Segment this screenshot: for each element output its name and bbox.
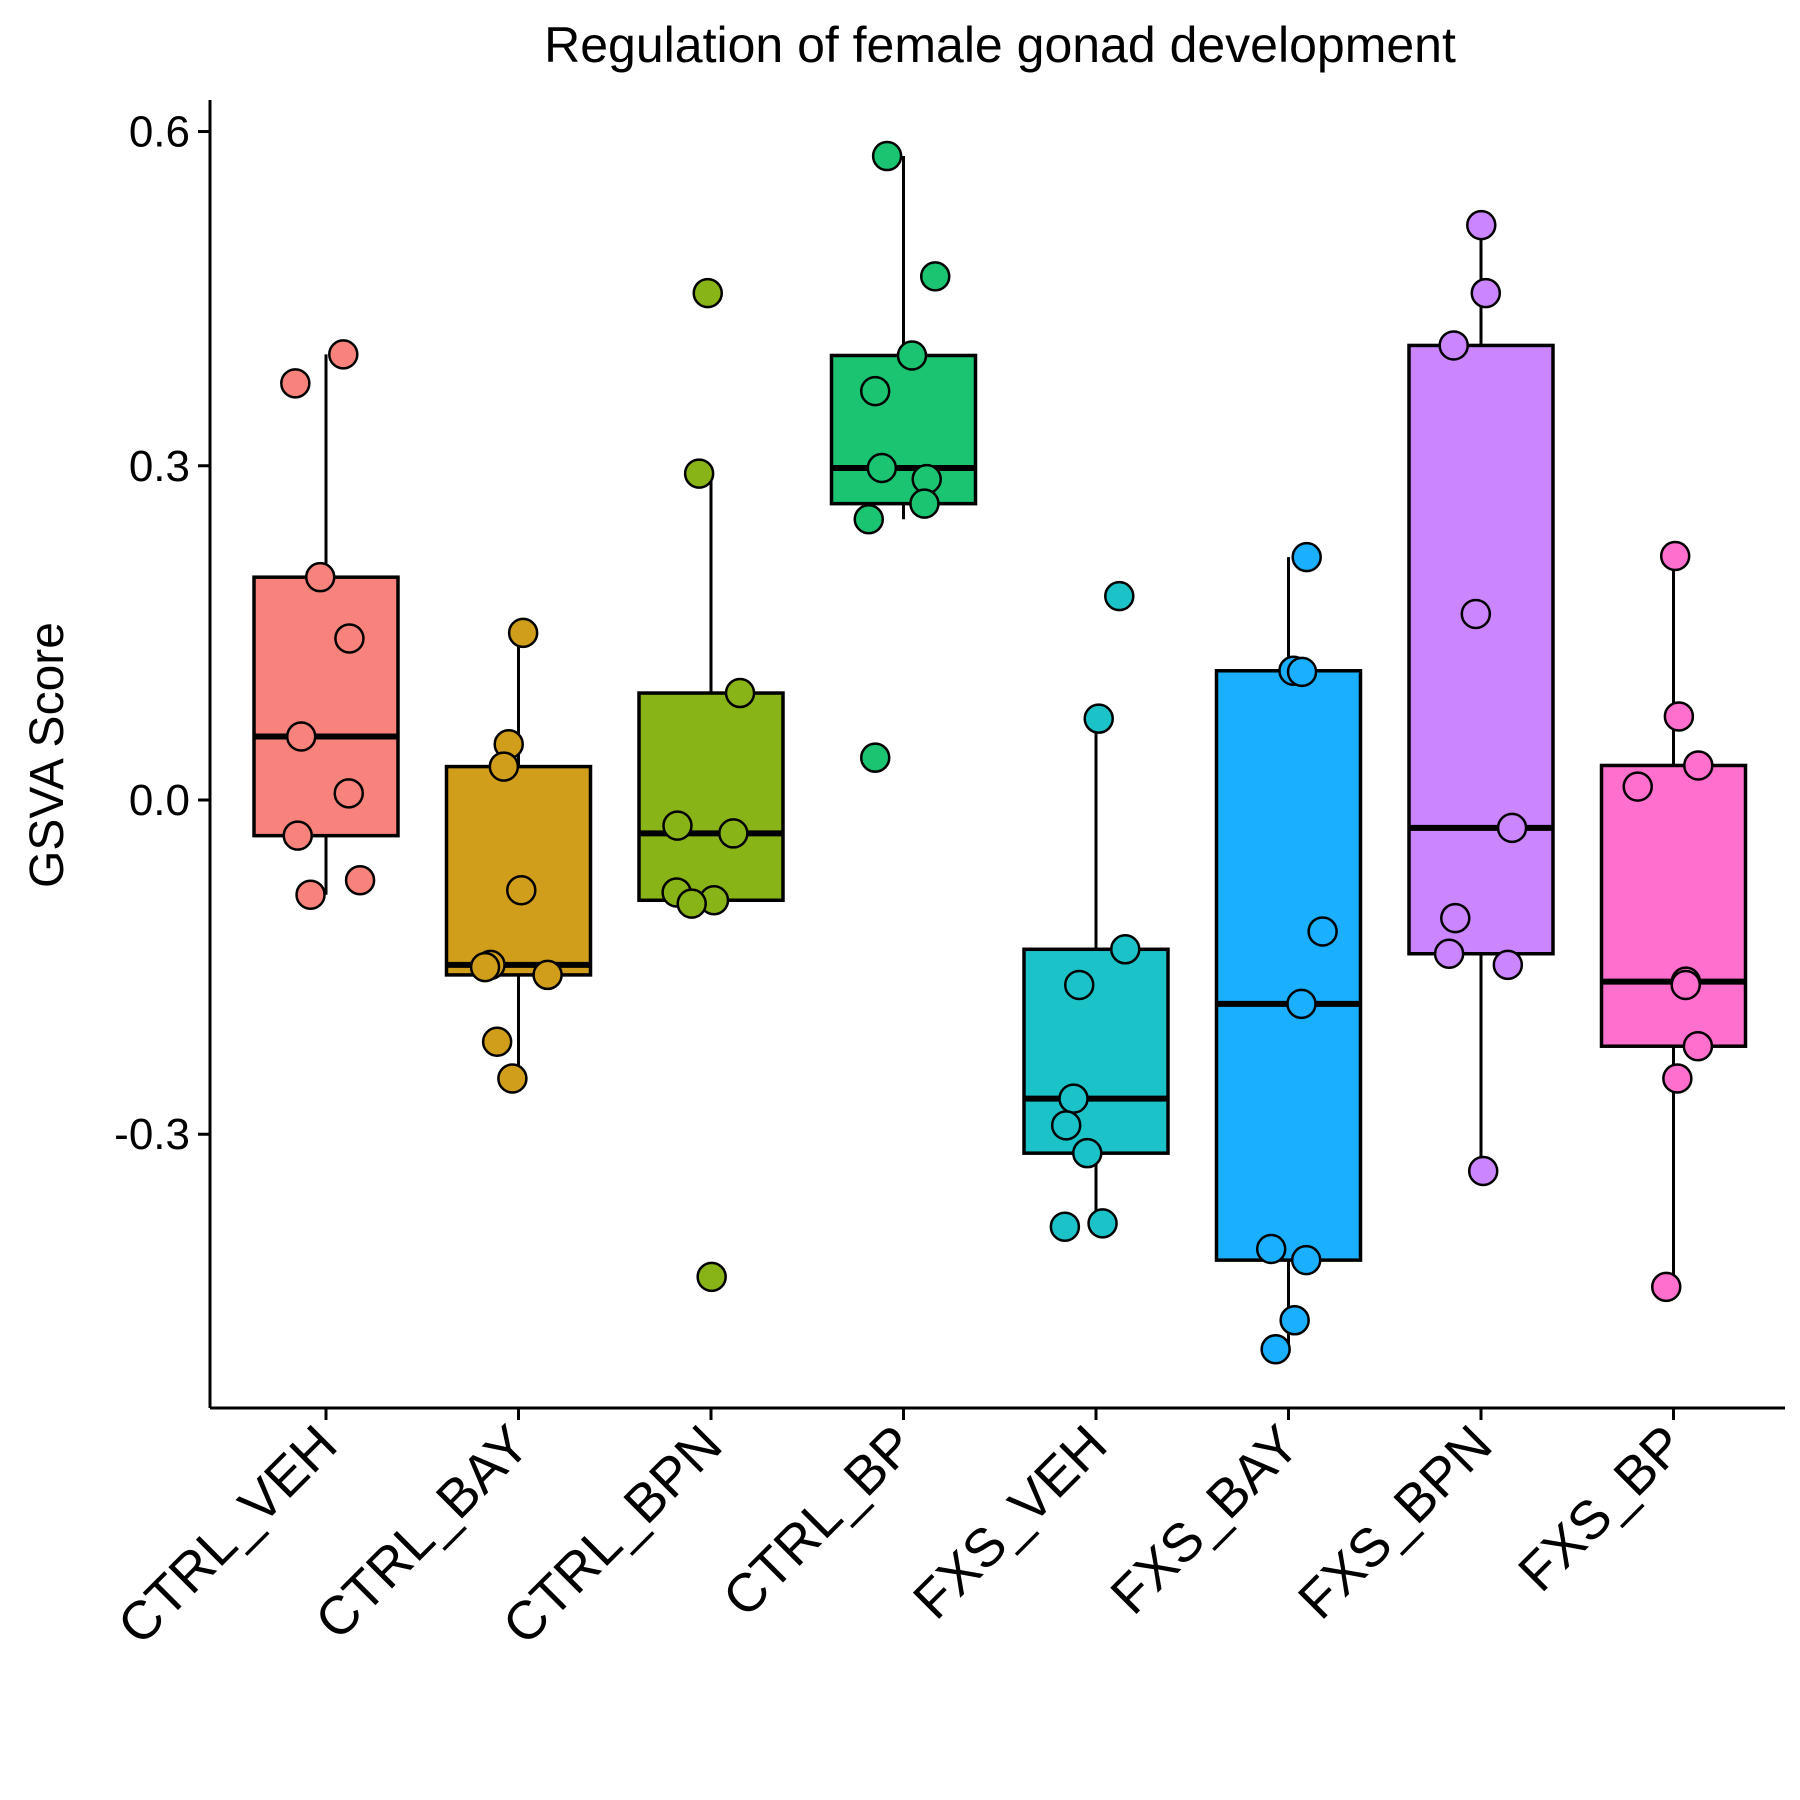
data-point xyxy=(1083,703,1114,734)
y-tick-label: 0.3 xyxy=(129,442,190,491)
box-ctrl_bp xyxy=(829,353,978,506)
data-point xyxy=(481,1026,513,1058)
data-point xyxy=(683,458,715,489)
box-ctrl_bpn xyxy=(637,691,785,903)
data-point xyxy=(1307,916,1338,947)
data-point xyxy=(280,368,311,399)
data-point xyxy=(1663,701,1695,732)
data-point xyxy=(1496,812,1528,844)
chart-title: Regulation of female gonad development xyxy=(544,17,1456,73)
y-axis-label: GSVA Score xyxy=(21,622,74,888)
data-point xyxy=(1286,656,1318,688)
data-point xyxy=(1279,1305,1310,1336)
box-fxs_bay xyxy=(1214,669,1363,1262)
data-point xyxy=(1470,277,1502,309)
data-point xyxy=(1682,1030,1714,1062)
data-point xyxy=(334,623,365,654)
data-point xyxy=(507,617,539,649)
data-point xyxy=(866,452,898,484)
data-point xyxy=(1072,1137,1103,1169)
data-point xyxy=(1260,1334,1291,1365)
plot-area: 0.60.30.0-0.3CTRL_VEHCTRL_BAYCTRL_BPNCTR… xyxy=(107,100,1785,1656)
data-point xyxy=(1466,209,1497,241)
data-point xyxy=(488,751,520,782)
data-point xyxy=(1438,330,1469,361)
data-point xyxy=(724,677,756,709)
data-point xyxy=(1104,580,1135,612)
data-point xyxy=(1659,540,1691,572)
data-point xyxy=(696,1261,727,1293)
box-fxs_bp xyxy=(1599,763,1748,1048)
y-tick-label: 0.0 xyxy=(129,776,190,825)
data-point xyxy=(328,339,359,370)
x-tick-label: FXS_BAY xyxy=(1099,1414,1311,1626)
data-point xyxy=(859,375,891,407)
data-point xyxy=(1492,949,1524,981)
box-fxs_bpn xyxy=(1407,343,1555,956)
data-point xyxy=(295,879,326,910)
x-tick-label: FXS_BPN xyxy=(1287,1414,1503,1630)
data-point xyxy=(1290,1244,1322,1276)
x-tick-label: FXS_VEH xyxy=(902,1414,1118,1630)
data-point xyxy=(1670,969,1701,1001)
data-point xyxy=(909,488,940,519)
data-point xyxy=(333,778,364,809)
data-point xyxy=(676,888,707,919)
data-point xyxy=(919,261,951,292)
data-point xyxy=(662,810,693,841)
data-point xyxy=(1063,969,1095,1001)
box-fxs_veh xyxy=(1022,947,1170,1155)
data-point xyxy=(1291,541,1322,573)
x-tick-label: CTRL_BP xyxy=(712,1414,926,1628)
data-point xyxy=(692,277,723,309)
data-point xyxy=(285,721,317,752)
data-point xyxy=(506,874,537,906)
data-point xyxy=(344,864,376,896)
data-point xyxy=(1460,598,1492,630)
x-tick-label: FXS_BP xyxy=(1507,1414,1696,1603)
data-point xyxy=(1286,988,1317,1020)
data-point xyxy=(1255,1233,1287,1265)
data-point xyxy=(1467,1155,1499,1187)
y-tick-label: 0.6 xyxy=(129,108,190,157)
box-ctrl_veh xyxy=(252,575,400,838)
data-point xyxy=(1440,902,1471,934)
data-point xyxy=(1433,938,1465,969)
data-point xyxy=(896,340,928,371)
data-point xyxy=(1050,1110,1082,1141)
data-point xyxy=(1087,1208,1118,1239)
data-point xyxy=(304,561,336,593)
data-point xyxy=(1650,1271,1682,1303)
data-point xyxy=(1110,934,1141,965)
x-tick-label: CTRL_VEH xyxy=(107,1414,349,1656)
data-point xyxy=(853,503,885,535)
data-point xyxy=(497,1063,528,1094)
data-point xyxy=(1058,1083,1089,1114)
y-tick-label: -0.3 xyxy=(114,1110,190,1159)
data-point xyxy=(532,959,563,991)
data-point xyxy=(469,951,501,983)
data-point xyxy=(1049,1211,1081,1242)
box-ctrl_bay xyxy=(444,764,593,977)
data-point xyxy=(1662,1063,1693,1094)
data-point xyxy=(859,742,891,773)
data-point xyxy=(871,140,903,172)
data-point xyxy=(718,818,749,849)
data-point xyxy=(282,820,314,851)
data-point xyxy=(1683,750,1714,781)
data-point xyxy=(1622,771,1653,802)
